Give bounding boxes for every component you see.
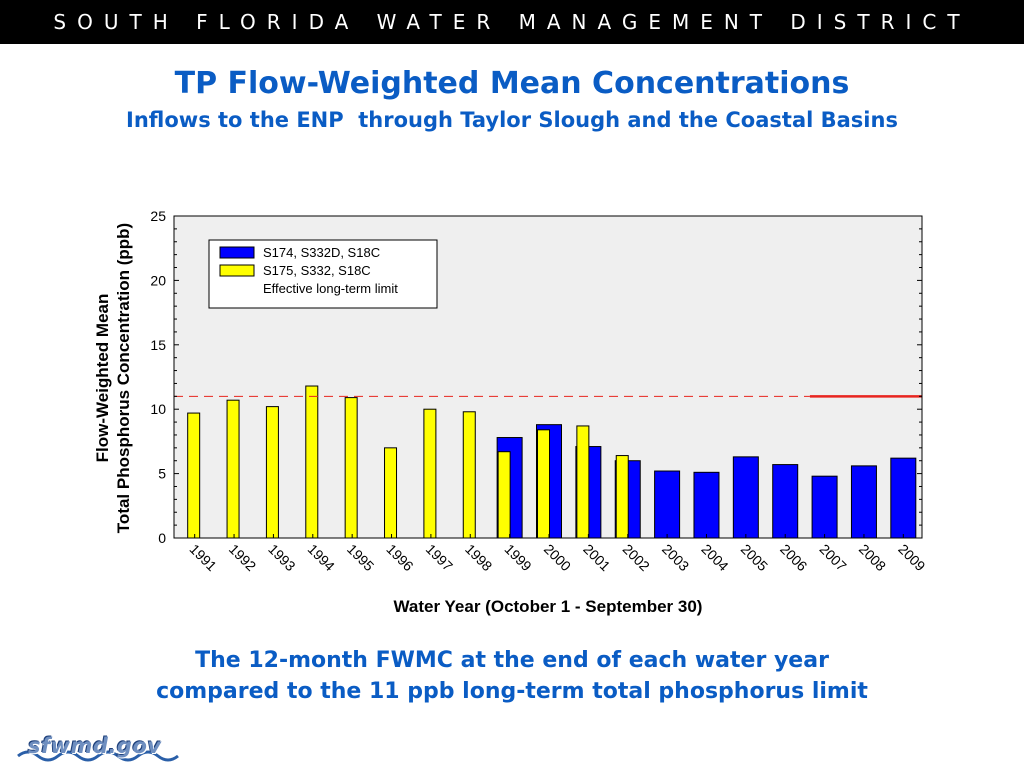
legend-swatch-1 bbox=[219, 246, 255, 259]
bar-series2-1999 bbox=[497, 451, 511, 539]
header-title: SOUTH FLORIDA WATER MANAGEMENT DISTRICT bbox=[53, 10, 971, 34]
x-tick-label-1995: 1995 bbox=[344, 541, 377, 574]
chart-legend: S174, S332D, S18C S175, S332, S18C Effecti… bbox=[208, 239, 438, 309]
x-tick-label-2006: 2006 bbox=[777, 541, 810, 574]
bar-series1-2007 bbox=[811, 475, 838, 539]
x-tick-label-1998: 1998 bbox=[462, 541, 495, 574]
bar-series2-2002 bbox=[615, 455, 629, 539]
bar-series1-2009 bbox=[890, 457, 917, 539]
bar-series1-2005 bbox=[732, 456, 759, 539]
legend-swatch-2 bbox=[219, 264, 255, 277]
bar-series2-1997 bbox=[423, 408, 437, 539]
legend-label-3: Effective long-term limit bbox=[263, 281, 398, 296]
bar-series2-1996 bbox=[384, 447, 398, 539]
x-axis-label: Water Year (October 1 - September 30) bbox=[394, 597, 703, 616]
y-tick-label-10: 10 bbox=[150, 401, 166, 417]
bar-series2-1995 bbox=[344, 397, 358, 539]
caption-line-1: The 12-month FWMC at the end of each wat… bbox=[195, 648, 829, 673]
x-tick-label-1996: 1996 bbox=[383, 541, 416, 574]
y-axis-label-line2: Total Phosphorus Concentration (ppb) bbox=[114, 223, 133, 533]
slide-title: TP Flow-Weighted Mean Concentrations bbox=[174, 66, 850, 101]
caption-line-2: compared to the 11 ppb long-term total p… bbox=[156, 679, 868, 704]
x-tick-label-2004: 2004 bbox=[698, 541, 731, 574]
bar-series1-2004 bbox=[693, 471, 720, 539]
x-tick-label-2002: 2002 bbox=[620, 541, 653, 574]
x-tick-label-2003: 2003 bbox=[659, 541, 692, 574]
x-tick-label-1997: 1997 bbox=[423, 541, 456, 574]
x-tick-label-2009: 2009 bbox=[895, 541, 928, 574]
bar-series2-1994 bbox=[305, 385, 319, 539]
x-tick-label-2000: 2000 bbox=[541, 541, 574, 574]
bar-series1-2008 bbox=[850, 465, 877, 539]
slide-subtitle: Inflows to the ENP through Taylor Slough… bbox=[126, 108, 898, 132]
logo-wave-icon bbox=[17, 750, 179, 762]
slide-caption: The 12-month FWMC at the end of each wat… bbox=[0, 645, 1024, 707]
bar-series2-1998 bbox=[462, 411, 476, 539]
x-tick-label-1994: 1994 bbox=[305, 541, 338, 574]
sfwmd-logo[interactable]: sfwmd.gov bbox=[28, 734, 162, 758]
header-bar: SOUTH FLORIDA WATER MANAGEMENT DISTRICT bbox=[0, 0, 1024, 44]
bar-series1-2003 bbox=[654, 470, 681, 539]
bar-series2-1993 bbox=[265, 406, 279, 539]
x-tick-label-1999: 1999 bbox=[502, 541, 535, 574]
y-tick-label-15: 15 bbox=[150, 337, 166, 353]
x-tick-label-2001: 2001 bbox=[580, 541, 613, 574]
fwmc-bar-chart: 1991 1992 1993 1994 1995 1996 1997 1998 1999 2000… bbox=[93, 208, 929, 616]
legend-label-2: S175, S332, S18C bbox=[263, 263, 371, 278]
bar-series1-2006 bbox=[772, 464, 799, 539]
y-tick-label-25: 25 bbox=[150, 208, 166, 224]
y-tick-label-20: 20 bbox=[150, 272, 166, 288]
y-tick-label-0: 0 bbox=[158, 530, 166, 546]
x-tick-label-2005: 2005 bbox=[738, 541, 771, 574]
y-axis-label-line1: Flow-Weighted Mean bbox=[93, 294, 112, 463]
x-tick-label-1992: 1992 bbox=[226, 541, 259, 574]
bar-series2-2000 bbox=[537, 429, 550, 539]
bar-series2-1992 bbox=[226, 399, 240, 539]
x-tick-label-2007: 2007 bbox=[816, 541, 849, 574]
x-tick-label-1991: 1991 bbox=[187, 541, 220, 574]
plot-frame bbox=[173, 215, 923, 539]
y-axis-label: Flow-Weighted Mean Total Phosphorus Conc… bbox=[93, 223, 133, 533]
y-tick-label-5: 5 bbox=[158, 466, 166, 482]
bar-series2-2001 bbox=[576, 425, 590, 539]
legend-label-1: S174, S332D, S18C bbox=[263, 245, 380, 260]
bar-series2-1991 bbox=[187, 412, 201, 539]
x-tick-label-1993: 1993 bbox=[265, 541, 298, 574]
x-tick-label-2008: 2008 bbox=[856, 541, 889, 574]
